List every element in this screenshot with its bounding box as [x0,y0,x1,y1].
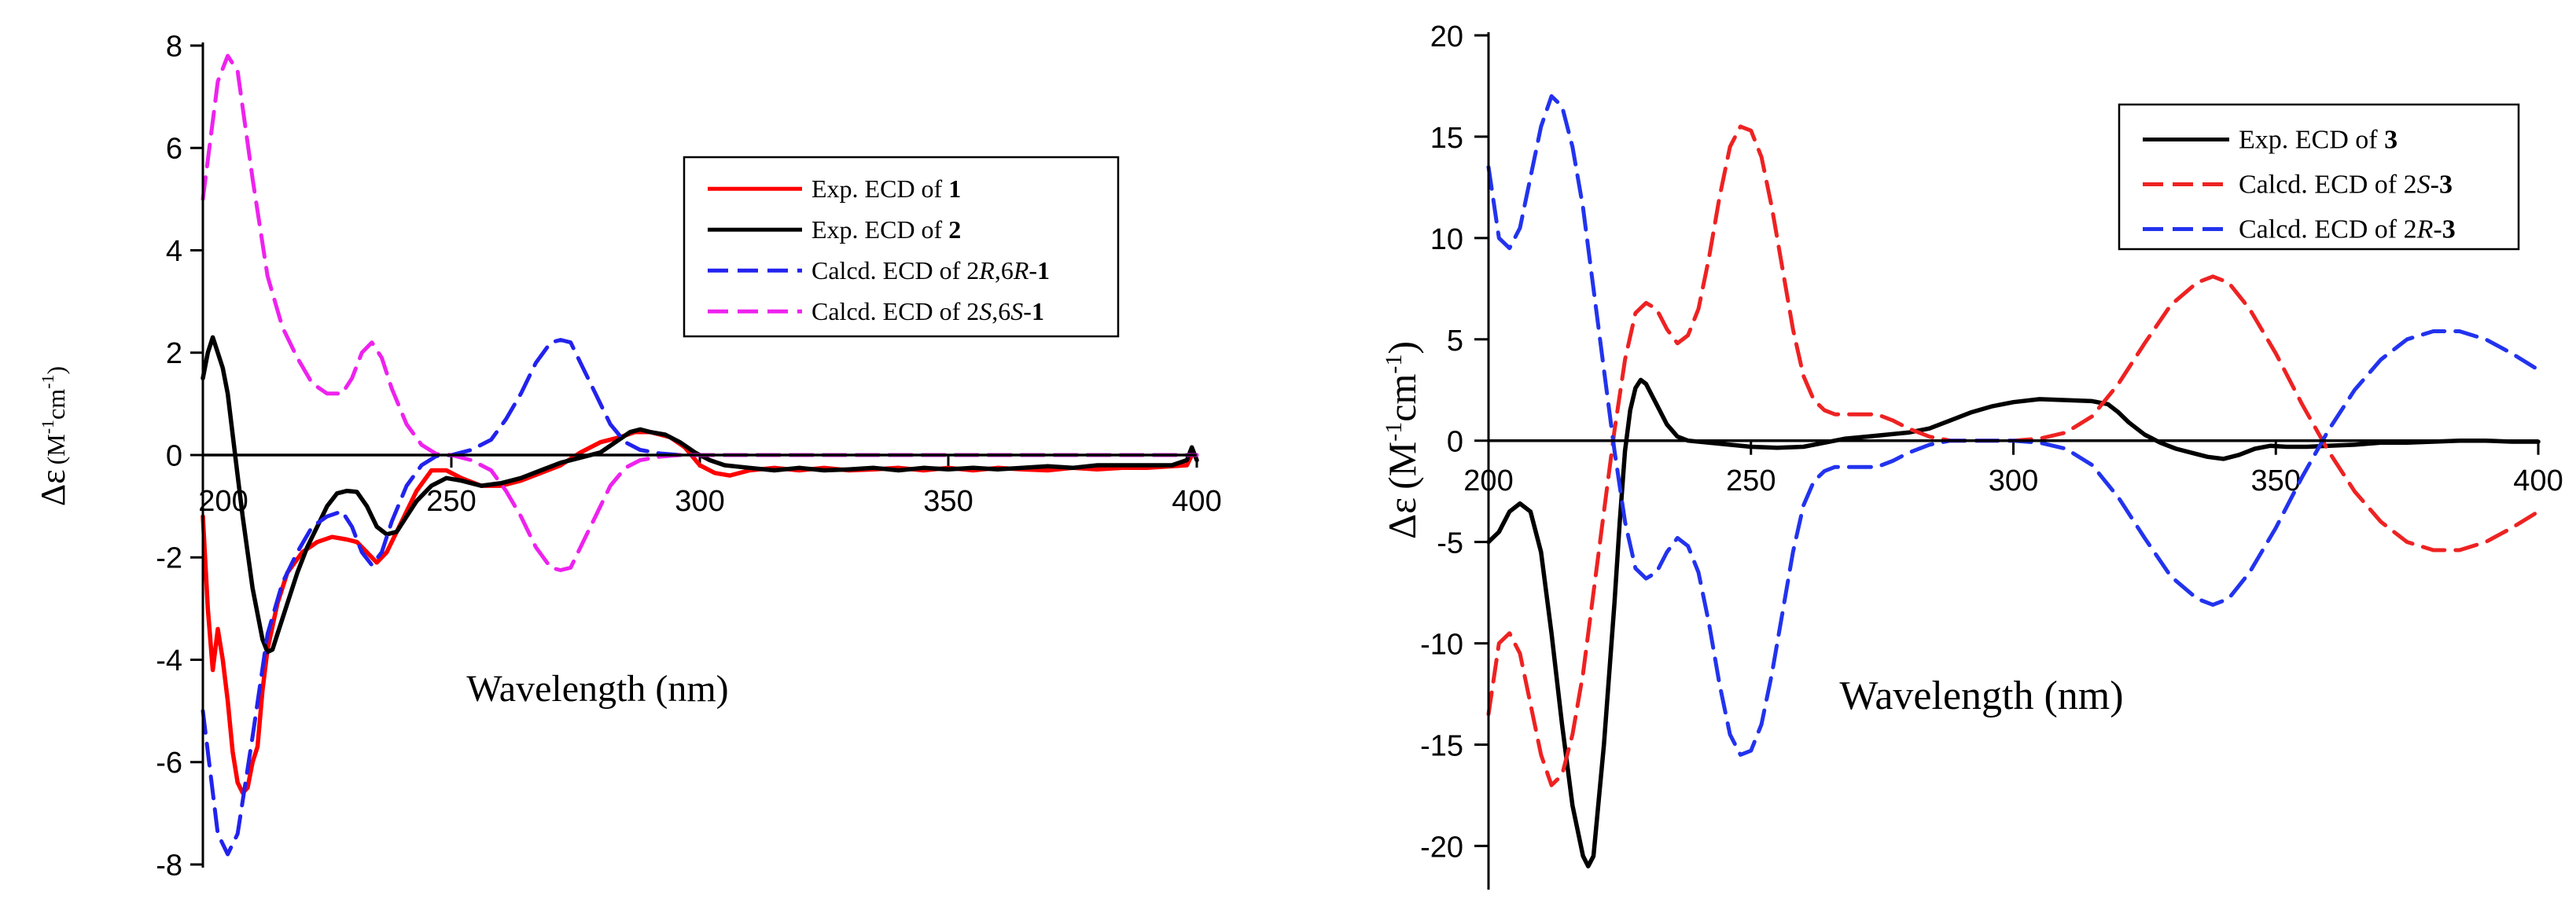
l-legend-label-3: Calcd. ECD of 2R,6R-1 [811,256,1050,284]
l-y-tick-label: -4 [156,644,182,677]
l-series-3 [201,338,1199,857]
l-x-tick-label: 350 [923,485,973,518]
r-y-tick-label: -20 [1420,831,1463,864]
l-series-4 [201,53,1199,572]
r-y-tick-label: 0 [1447,426,1463,459]
right-y-axis-label: Δε(M-1cm-1) [1380,341,1424,539]
r-legend-label-1: Exp. ECD of 3 [2239,126,2398,155]
l-y-tick-label: 4 [166,235,182,268]
r-series-2 [1486,124,2541,787]
l-legend-label-2: Exp. ECD of 2 [811,215,961,244]
r-y-tick-label: 15 [1430,122,1463,155]
r-y-tick-label: 5 [1447,325,1463,358]
l-y-tick-label: -8 [156,849,182,882]
l-x-tick-label: 400 [1172,485,1221,518]
l-series-2 [201,335,1199,655]
l-x-tick-label: 250 [426,485,476,518]
l-legend-label-1: Exp. ECD of 1 [811,174,961,203]
left-legend: Exp. ECD of 1 Exp. ECD of 2 Calcd. ECD of … [683,156,1120,338]
r-x-tick-label: 400 [2513,464,2563,497]
r-series-1 [1486,377,2541,868]
l-y-tick-label: 6 [166,133,182,166]
r-legend-label-2: Calcd. ECD of 2S-3 [2239,171,2453,200]
r-y-tick-label: 10 [1430,223,1463,256]
l-y-tick-label: 8 [166,30,182,63]
r-y-tick-label: -10 [1420,629,1463,662]
right-legend: Exp. ECD of 3 Calcd. ECD of 2S-3 Calcd. EC… [2118,103,2520,251]
r-series-3 [1486,94,2541,757]
r-x-tick-label: 300 [1989,464,2038,497]
l-legend-label-4: Calcd. ECD of 2S,6S-1 [811,297,1044,325]
l-y-tick-label: 0 [166,439,182,472]
r-y-tick-label: -5 [1437,527,1463,560]
l-y-tick-label: -6 [156,747,182,780]
r-y-tick-label: -15 [1420,730,1463,763]
left-x-axis-label: Wavelength (nm) [466,668,728,710]
r-y-tick-label: 20 [1430,20,1463,53]
r-x-tick-label: 250 [1726,464,1776,497]
r-legend-box [2118,103,2520,251]
left-y-axis-label: Δε(M-1cm-1) [34,366,72,506]
r-legend-label-3: Calcd. ECD of 2R-3 [2239,215,2456,244]
right-x-axis-label: Wavelength (nm) [1839,674,2123,718]
l-y-tick-label: -2 [156,542,182,575]
l-x-tick-label: 300 [675,485,724,518]
l-y-tick-label: 2 [166,337,182,370]
